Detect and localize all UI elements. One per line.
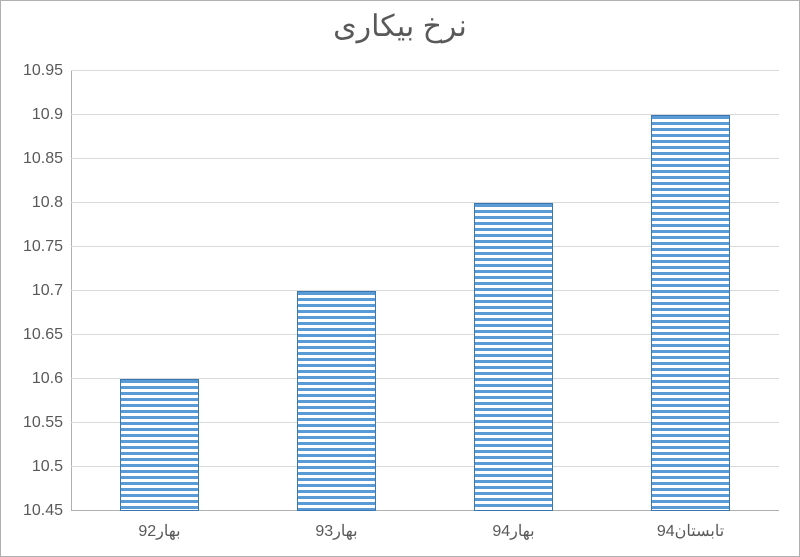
y-tick-label: 10.45 [23, 502, 63, 520]
chart-container: نرخ بیکاری 10.4510.510.5510.610.6510.710… [0, 0, 800, 557]
bar [297, 291, 377, 511]
y-tick-label: 10.7 [32, 282, 63, 300]
x-tick-label: بهار93 [315, 521, 357, 541]
y-tick-label: 10.9 [32, 106, 63, 124]
bar-fill [652, 116, 730, 510]
x-tick-label: بهار92 [138, 521, 180, 541]
y-tick-label: 10.55 [23, 414, 63, 432]
y-tick-label: 10.5 [32, 458, 63, 476]
y-tick-label: 10.75 [23, 238, 63, 256]
y-tick-label: 10.8 [32, 194, 63, 212]
bar [651, 115, 731, 511]
x-tick-label: تابستان94 [657, 521, 724, 541]
bar-fill [121, 380, 199, 510]
bar [474, 203, 554, 511]
y-tick-label: 10.85 [23, 150, 63, 168]
y-axis-line [71, 71, 72, 511]
plot-area: 10.4510.510.5510.610.6510.710.7510.810.8… [71, 71, 779, 511]
chart-title: نرخ بیکاری [1, 9, 799, 44]
bar-fill [475, 204, 553, 510]
y-tick-label: 10.65 [23, 326, 63, 344]
grid-line [71, 70, 779, 71]
x-tick-label: بهار94 [492, 521, 534, 541]
bar [120, 379, 200, 511]
y-tick-label: 10.95 [23, 62, 63, 80]
bar-fill [298, 292, 376, 510]
y-tick-label: 10.6 [32, 370, 63, 388]
